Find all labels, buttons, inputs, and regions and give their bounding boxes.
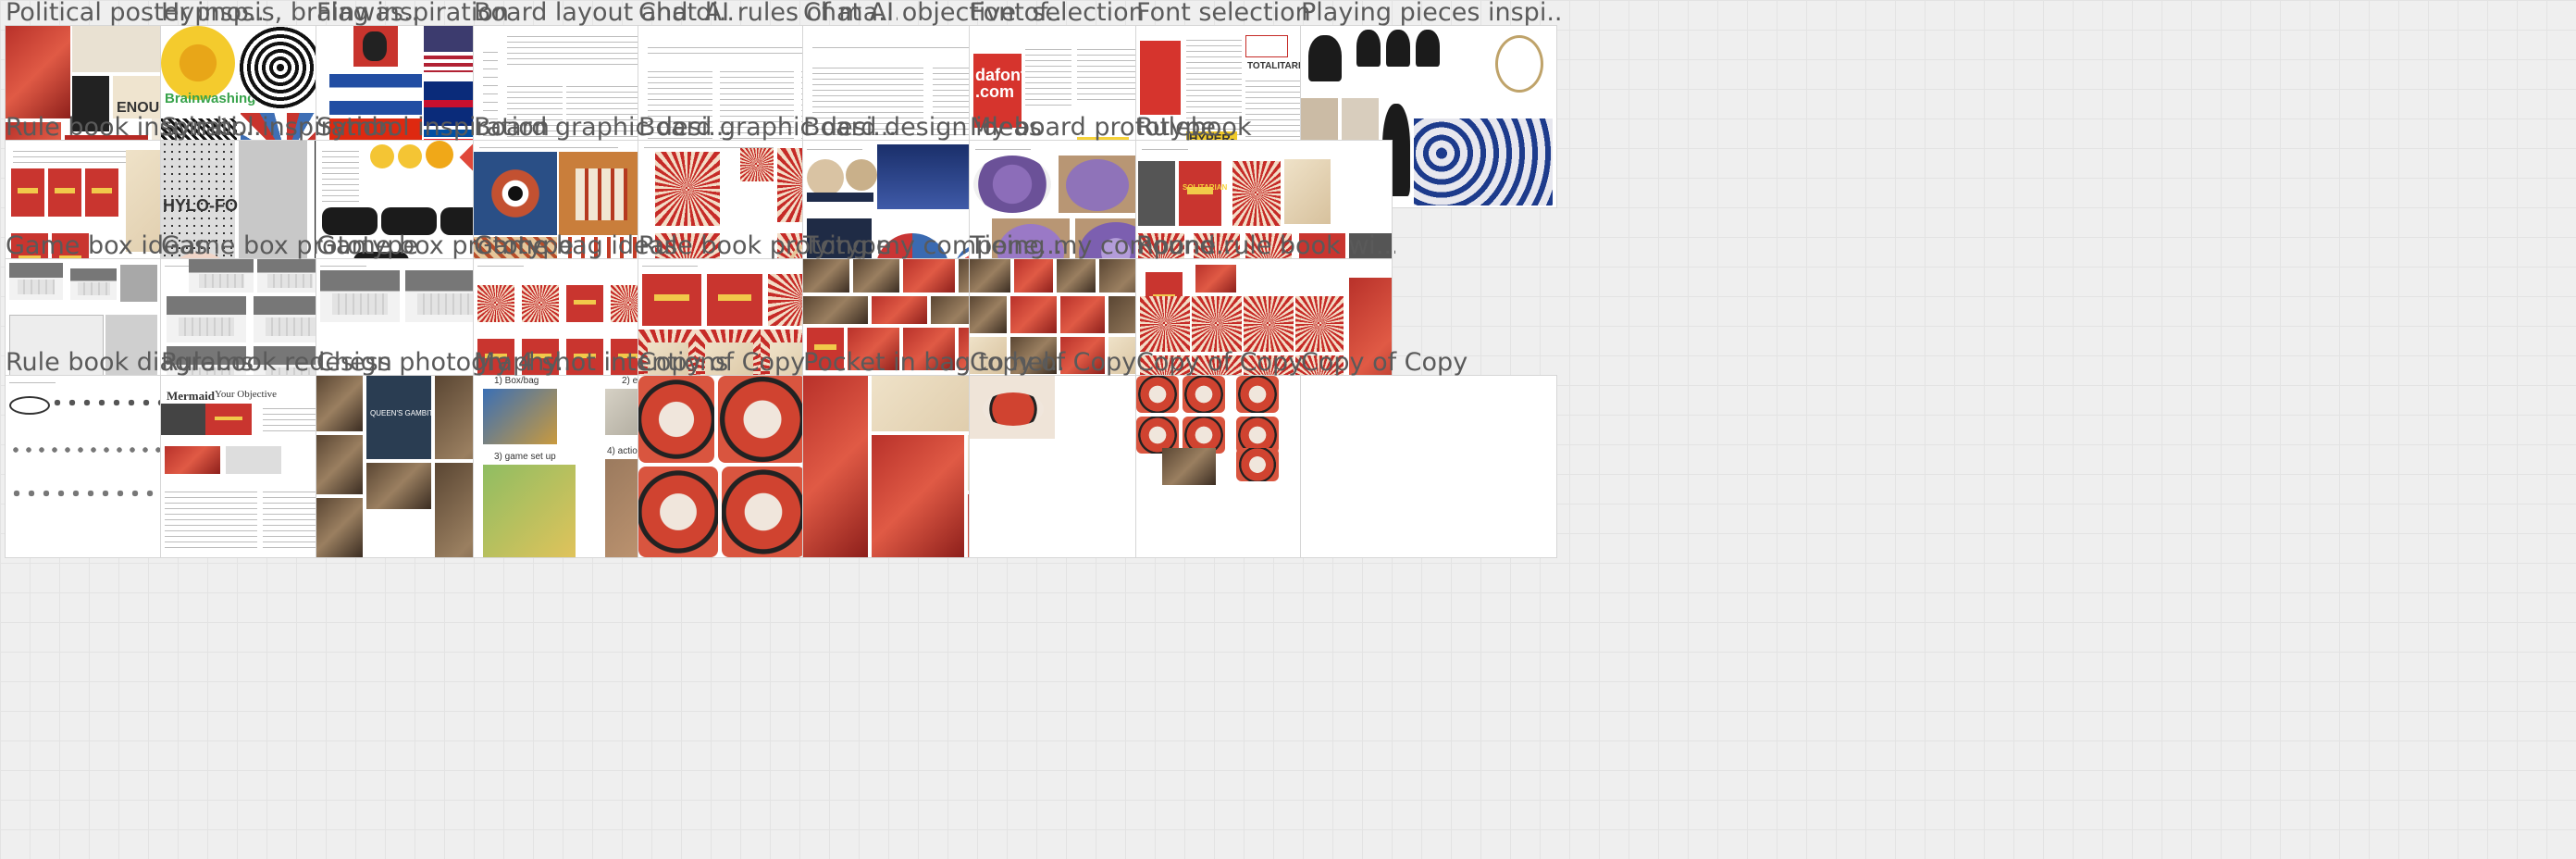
card-title: Rule book inspirati... <box>6 113 262 142</box>
card-title: Flag inspiration <box>316 0 509 27</box>
card-title: Game box prototype <box>161 231 418 260</box>
card-title: Pocket in bag to hel... <box>803 348 1062 377</box>
shot-label-3: 3) game set up <box>494 452 556 462</box>
card-title: Hypnosis, brainwas... <box>161 0 420 27</box>
card-title: Board design ideas <box>803 113 1042 142</box>
card-title: Game box prototype <box>316 231 574 260</box>
card-title: My 4 shot intentions <box>474 348 729 377</box>
card-title: Rulebook redesign <box>161 348 392 377</box>
queens-gambit-text: QUEEN'S GAMBIT <box>370 409 434 417</box>
objective-text: Your Objective <box>215 389 278 400</box>
mermaid-text: Mermaid <box>167 389 215 403</box>
card-title: Copy of Copy <box>638 348 806 377</box>
card-title: Playing pieces inspi... <box>1301 0 1560 27</box>
card-title: Game box ideas <box>6 231 208 260</box>
card-title: Rule book prototype <box>638 231 892 260</box>
dafont-logo-text: dafont .com <box>975 66 1026 101</box>
card-title: Board graphic desi... <box>638 113 897 142</box>
card-title: Copy of Copy <box>1136 348 1304 377</box>
card-title: Font selection <box>970 0 1145 27</box>
shot-label-1: 1) Box/bag <box>494 376 539 386</box>
card-title: Tieing my compone... <box>970 231 1229 260</box>
card-title: Political poster insp... <box>6 0 265 27</box>
totalitarianism-text: TOTALITARIANISM <box>1247 61 1331 71</box>
card-title: Chess photography... <box>316 348 576 377</box>
card-title: Font selection <box>1136 0 1311 27</box>
card-title: Rulebook <box>1136 113 1252 142</box>
card-image <box>1301 376 1556 557</box>
brainwashing-text: Brainwashing <box>165 91 256 106</box>
card-title: Copy of Copy <box>1301 348 1468 377</box>
card-title: Copy of Copy <box>970 348 1137 377</box>
card-title: Symbol inspiration <box>316 113 550 142</box>
card-title: Board graphic desi... <box>474 113 732 142</box>
card-title: Game bag ideas <box>474 231 678 260</box>
card-title: Board layout and di... <box>474 0 733 27</box>
solitarian-text: SOLITARIAN <box>1183 183 1228 192</box>
card-title: My board prototype <box>970 113 1216 142</box>
card-title: Round rule book wi... <box>1136 231 1395 260</box>
card-title: Symbol inspiration <box>161 113 394 142</box>
card-title: Tying my compone... <box>803 231 1062 260</box>
card-title: Chat AI objective of... <box>803 0 1062 27</box>
card-title: Chat AI rules of ma... <box>638 0 898 27</box>
card-title: Rule book diagrams <box>6 348 254 377</box>
